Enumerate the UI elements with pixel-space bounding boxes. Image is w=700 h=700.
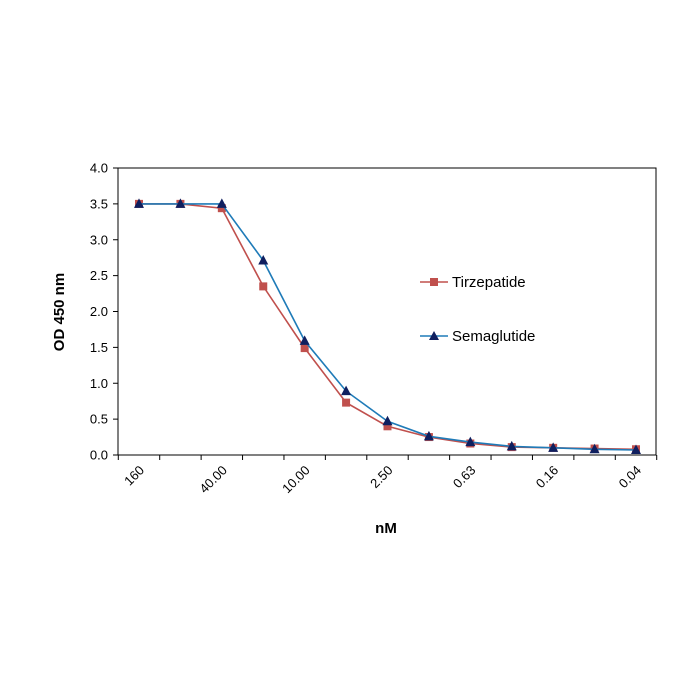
legend-label-semaglutide: Semaglutide [452, 328, 535, 345]
x-tick-label: 160 [121, 463, 147, 489]
data-point-semaglutide [423, 430, 434, 441]
legend-item-tirzepatide: Tirzepatide [420, 274, 526, 291]
data-point-semaglutide [631, 444, 641, 454]
data-point-semaglutide [216, 198, 227, 208]
series-layer [134, 198, 641, 454]
y-tick-label: 2.5 [90, 268, 108, 283]
x-tick-label: 0.63 [450, 463, 479, 492]
data-point-tirzepatide [217, 204, 226, 213]
x-tick-label: 0.04 [616, 463, 645, 492]
series-line-semaglutide [139, 203, 637, 451]
data-point-tirzepatide [342, 398, 351, 407]
data-point-semaglutide [506, 440, 517, 451]
data-point-semaglutide [341, 385, 352, 396]
legend-item-semaglutide: Semaglutide [420, 328, 535, 345]
plot-area-frame [117, 167, 657, 456]
data-point-semaglutide [258, 255, 269, 265]
y-tick-label: 3.0 [90, 232, 108, 247]
data-point-semaglutide [548, 442, 559, 452]
data-point-semaglutide [589, 443, 600, 454]
x-tick-label: 2.50 [367, 463, 396, 492]
legend: Tirzepatide Semaglutide [420, 274, 535, 345]
y-tick-label: 3.5 [90, 196, 108, 211]
data-point-semaglutide [465, 436, 476, 447]
x-tick-label: 10.00 [279, 463, 313, 497]
y-tick-label: 0.0 [90, 448, 108, 463]
data-point-tirzepatide [259, 282, 268, 291]
data-point-semaglutide [175, 198, 186, 208]
y-tick-label: 2.0 [90, 304, 108, 319]
legend-marker-semaglutide [429, 331, 439, 340]
y-tick-label: 0.5 [90, 412, 108, 427]
data-point-semaglutide [134, 198, 144, 208]
series-semaglutide [134, 198, 641, 454]
y-axis-title: OD 450 nm [51, 273, 68, 351]
y-tick-label: 4.0 [90, 161, 108, 176]
y-tick-label: 1.5 [90, 340, 108, 355]
data-point-tirzepatide [383, 422, 392, 431]
x-tick-label: 40.00 [196, 463, 230, 497]
y-axis-ticks: 0.0 0.5 1.0 1.5 2.0 2.5 3.0 3.5 4.0 [90, 161, 118, 463]
x-tick-label: 0.16 [533, 463, 562, 492]
series-tirzepatide [135, 199, 640, 454]
data-point-semaglutide [382, 415, 393, 426]
legend-marker-tirzepatide [430, 278, 438, 286]
data-point-tirzepatide [300, 344, 309, 353]
y-tick-label: 1.0 [90, 376, 108, 391]
legend-label-tirzepatide: Tirzepatide [452, 274, 526, 291]
x-axis-title: nM [375, 520, 397, 537]
data-point-semaglutide [299, 335, 310, 345]
x-axis-ticks: 160 40.00 10.00 2.50 0.63 0.16 0.04 [117, 455, 658, 497]
series-line-tirzepatide [139, 203, 637, 451]
